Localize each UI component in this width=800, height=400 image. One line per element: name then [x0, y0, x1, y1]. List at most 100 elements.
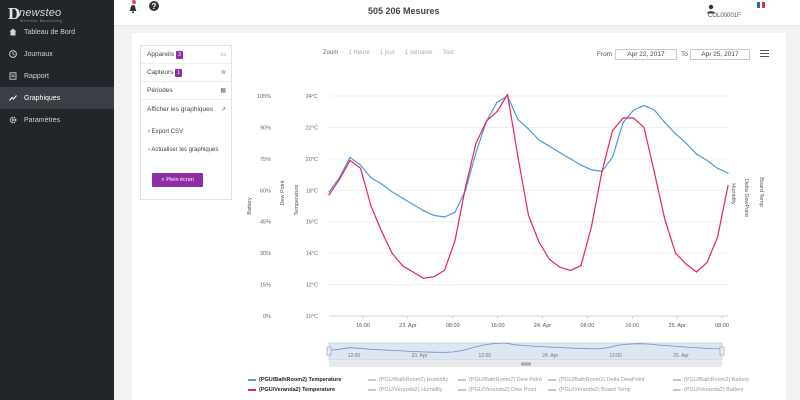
legend-item[interactable]: (PGU/Veranda2) Humidity — [368, 387, 443, 393]
data-point — [475, 142, 477, 144]
data-point — [569, 269, 572, 272]
legend-item[interactable]: (PGU/Veranda2) Board Temp — [548, 387, 631, 393]
legend-swatch — [458, 389, 466, 391]
humidity-axis-title: Humidity — [730, 183, 736, 205]
search-icon: ⌕ — [161, 176, 165, 183]
data-point — [548, 258, 551, 261]
to-date-input[interactable]: Apr 25, 2017 — [690, 49, 750, 60]
data-point — [695, 271, 698, 273]
data-point — [359, 167, 362, 169]
series-line-veranda2-temperature — [328, 93, 729, 279]
data-point — [664, 122, 666, 124]
data-point — [548, 145, 551, 147]
data-point — [475, 151, 477, 154]
data-point — [580, 265, 582, 267]
data-point — [685, 142, 687, 144]
series-line-bathroom2-temperature — [328, 95, 729, 218]
data-point — [401, 265, 404, 267]
help-icon[interactable]: ? — [149, 1, 159, 11]
menu-appareils[interactable]: Appareils 3 ▭ — [141, 46, 231, 64]
data-point — [706, 159, 708, 162]
x-tick-label: 25. Apr — [668, 323, 686, 329]
data-point — [328, 191, 330, 193]
legend-label: (PGU/Veranda2) Humidity — [379, 387, 443, 393]
data-point — [685, 263, 687, 265]
app-logo[interactable]: D newsteo Wireless Monitoring — [8, 4, 63, 23]
data-point — [580, 164, 582, 166]
legend-swatch — [673, 389, 681, 391]
legend-swatch — [248, 379, 256, 381]
data-point — [559, 266, 561, 268]
menu-capteurs[interactable]: Capteurs 1 ≋ — [141, 64, 231, 82]
menu-afficher-graphiques[interactable]: Afficher les graphiques ↗ — [147, 105, 226, 113]
legend-item[interactable]: (PGU/Veranda2) Battery — [673, 387, 744, 393]
menu-periodes[interactable]: Périodes ▦ — [141, 82, 231, 100]
data-point — [590, 225, 593, 228]
legend-swatch — [673, 379, 681, 381]
data-point — [485, 120, 488, 122]
data-point — [496, 101, 498, 103]
legend-label: (PGU/Veranda2) Board Temp — [559, 387, 631, 393]
device-icon: ▭ — [220, 52, 226, 58]
data-point — [359, 164, 362, 166]
temperature-tick-label: 22°C — [306, 125, 318, 131]
export-csv-link[interactable]: › Export CSV — [148, 129, 184, 135]
data-point — [433, 276, 435, 278]
sidebar-item-tableau-de-bord[interactable]: Tableau de Bord — [0, 21, 114, 43]
data-point — [527, 128, 530, 130]
navigator-handle-right — [719, 346, 725, 356]
temperature-axis-title: Temperature — [294, 185, 300, 216]
chart-menu-icon[interactable] — [760, 50, 769, 57]
legend-label: (PGU/Veranda2) Battery — [684, 387, 744, 393]
legend-item[interactable]: (PGU/Veranda2) Temperature — [248, 387, 335, 393]
data-point — [370, 177, 372, 179]
data-point — [538, 139, 540, 141]
sidebar: D newsteo Wireless Monitoring Tableau de… — [0, 0, 114, 400]
data-point — [643, 104, 645, 107]
zoom-1-jour[interactable]: 1 jour — [379, 50, 395, 56]
legend-item[interactable]: (PGU/BathRoom2) Temperature — [248, 377, 341, 383]
data-point — [454, 211, 456, 213]
legend-item[interactable]: (PGU/BathRoom2) Humidity — [368, 377, 448, 383]
zoom-1-heure[interactable]: 1 Heure — [348, 50, 370, 56]
x-tick-label: 08:00 — [446, 323, 460, 329]
user-id: COL00001F — [708, 13, 741, 19]
data-point — [706, 261, 708, 264]
user-icon[interactable] — [706, 1, 716, 14]
zoom-tout[interactable]: Tout — [442, 50, 454, 56]
sidebar-item-parametres[interactable]: Paramètres — [0, 109, 114, 131]
legend-item[interactable]: (PGU/BathRoom2) Battery — [673, 377, 749, 383]
bell-icon[interactable] — [128, 1, 138, 14]
sidebar-item-journaux[interactable]: Journaux — [0, 43, 114, 65]
data-point — [653, 172, 656, 174]
battery-tick-label: 60% — [260, 188, 271, 194]
legend-label: (PGU/Veranda2) Temperature — [259, 387, 336, 393]
legend-item[interactable]: (PGU/BathRoom2) Dew Point — [458, 377, 542, 383]
axis-labels: 10°C 0% 12°C 15% 14°C 30% 16°C 45% 18°C 60% 20°C 75… — [247, 94, 764, 329]
battery-tick-label: 30% — [260, 251, 271, 257]
data-point — [328, 194, 330, 196]
sidebar-item-graphiques[interactable]: Graphiques — [0, 87, 114, 109]
data-point — [433, 214, 435, 217]
zoom-bar: Zoom 1 Heure 1 jour 1 semaine Tout — [323, 50, 454, 56]
capteurs-count-badge: 1 — [175, 68, 183, 77]
temperature-tick-label: 14°C — [306, 251, 318, 257]
legend-swatch — [248, 389, 256, 391]
language-flag-icon[interactable] — [757, 2, 766, 8]
from-date-input[interactable]: Apr 22, 2017 — [615, 49, 677, 60]
legend-item[interactable]: (PGU/BathRoom2) Delta DewPoint — [548, 377, 645, 383]
fullscreen-button[interactable]: ⌕ Plein écran — [152, 173, 203, 187]
chart-icon — [9, 94, 17, 102]
actualiser-link[interactable]: › Actualiser les graphiques — [148, 147, 219, 153]
legend-swatch — [548, 379, 556, 381]
zoom-1-semaine[interactable]: 1 semaine — [404, 50, 433, 56]
data-point — [380, 183, 383, 185]
data-point — [506, 93, 509, 96]
sidebar-item-rapport[interactable]: Rapport — [0, 65, 114, 87]
temperature-tick-label: 18°C — [306, 188, 318, 194]
navigator-tick-label: 12:00 — [348, 353, 361, 359]
data-point — [380, 230, 383, 232]
legend-item[interactable]: (PGU/Veranda2) Dew Point — [458, 387, 536, 393]
notification-badge — [132, 0, 136, 4]
data-point — [727, 172, 729, 174]
